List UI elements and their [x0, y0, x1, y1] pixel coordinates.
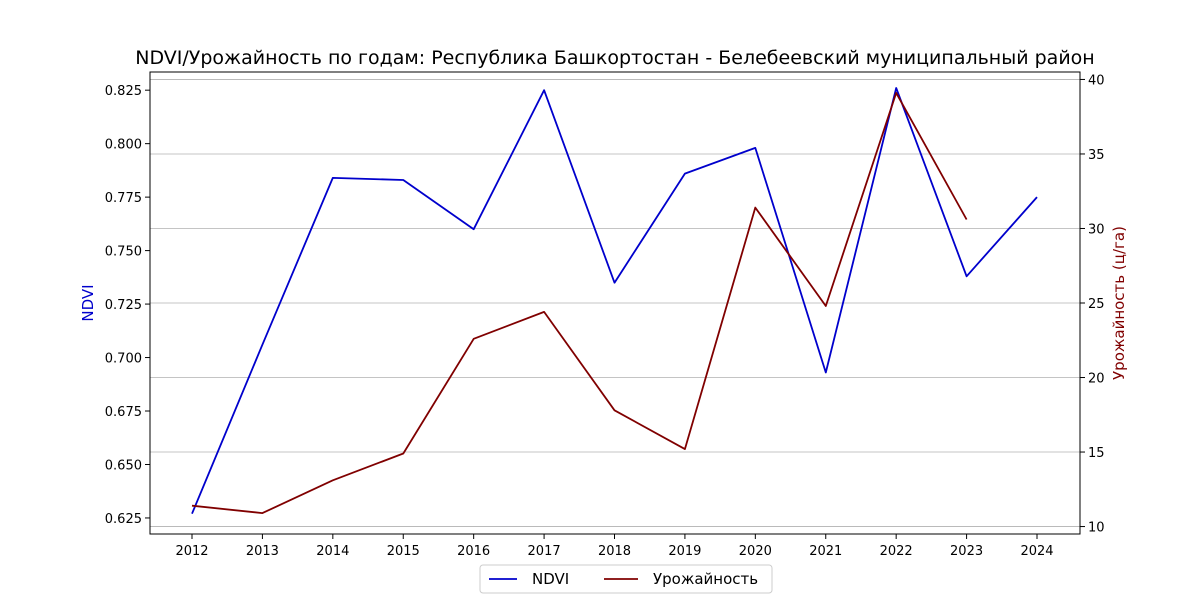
series-line-yield [191, 92, 968, 514]
x-tick-label: 2020 [739, 544, 772, 559]
right-tick-label: 10 [1088, 521, 1105, 536]
left-tick-label: 0.675 [105, 405, 142, 420]
left-tick-label: 0.625 [105, 512, 142, 527]
plot-lines [191, 87, 1038, 515]
x-tick-label: 2017 [528, 544, 561, 559]
left-tick-label: 0.775 [105, 191, 142, 206]
legend-label-yield: Урожайность [653, 570, 758, 588]
right-axis-label: Урожайность (ц/га) [1110, 226, 1128, 380]
right-tick-label: 15 [1088, 446, 1105, 461]
left-tick-label: 0.700 [105, 352, 142, 367]
left-tick-label: 0.800 [105, 138, 142, 153]
x-tick-label: 2016 [457, 544, 490, 559]
left-tick-label: 0.725 [105, 298, 142, 313]
left-tick-label: 0.825 [105, 84, 142, 99]
left-axis-label: NDVI [79, 284, 97, 321]
x-axis: 2012 2013 2014 2015 2016 2017 2018 2019 2020 2021… [175, 534, 1054, 559]
right-tick-label: 35 [1088, 148, 1105, 163]
right-axis: 10 15 20 25 30 35 40 [1080, 73, 1105, 536]
x-tick-label: 2012 [175, 544, 208, 559]
left-tick-label: 0.750 [105, 245, 142, 260]
x-tick-label: 2019 [668, 544, 701, 559]
series-line-ndvi [191, 87, 1038, 515]
x-tick-label: 2014 [316, 544, 349, 559]
x-tick-label: 2024 [1020, 544, 1053, 559]
legend: NDVI Урожайность [479, 564, 773, 594]
legend-label-ndvi: NDVI [532, 570, 569, 588]
x-tick-label: 2023 [950, 544, 983, 559]
x-tick-label: 2018 [598, 544, 631, 559]
right-tick-label: 20 [1088, 372, 1105, 387]
left-axis: 0.625 0.650 0.675 0.700 0.725 0.750 0.775 0.800… [105, 84, 150, 527]
chart-title: NDVI/Урожайность по годам: Республика Ба… [135, 47, 1094, 69]
right-tick-label: 30 [1088, 222, 1105, 237]
x-tick-label: 2021 [809, 544, 842, 559]
x-tick-label: 2022 [880, 544, 913, 559]
x-tick-label: 2015 [387, 544, 420, 559]
grid-lines [150, 79, 1080, 527]
right-tick-label: 25 [1088, 297, 1105, 312]
left-tick-label: 0.650 [105, 458, 142, 473]
right-tick-label: 40 [1088, 73, 1105, 88]
x-tick-label: 2013 [246, 544, 279, 559]
